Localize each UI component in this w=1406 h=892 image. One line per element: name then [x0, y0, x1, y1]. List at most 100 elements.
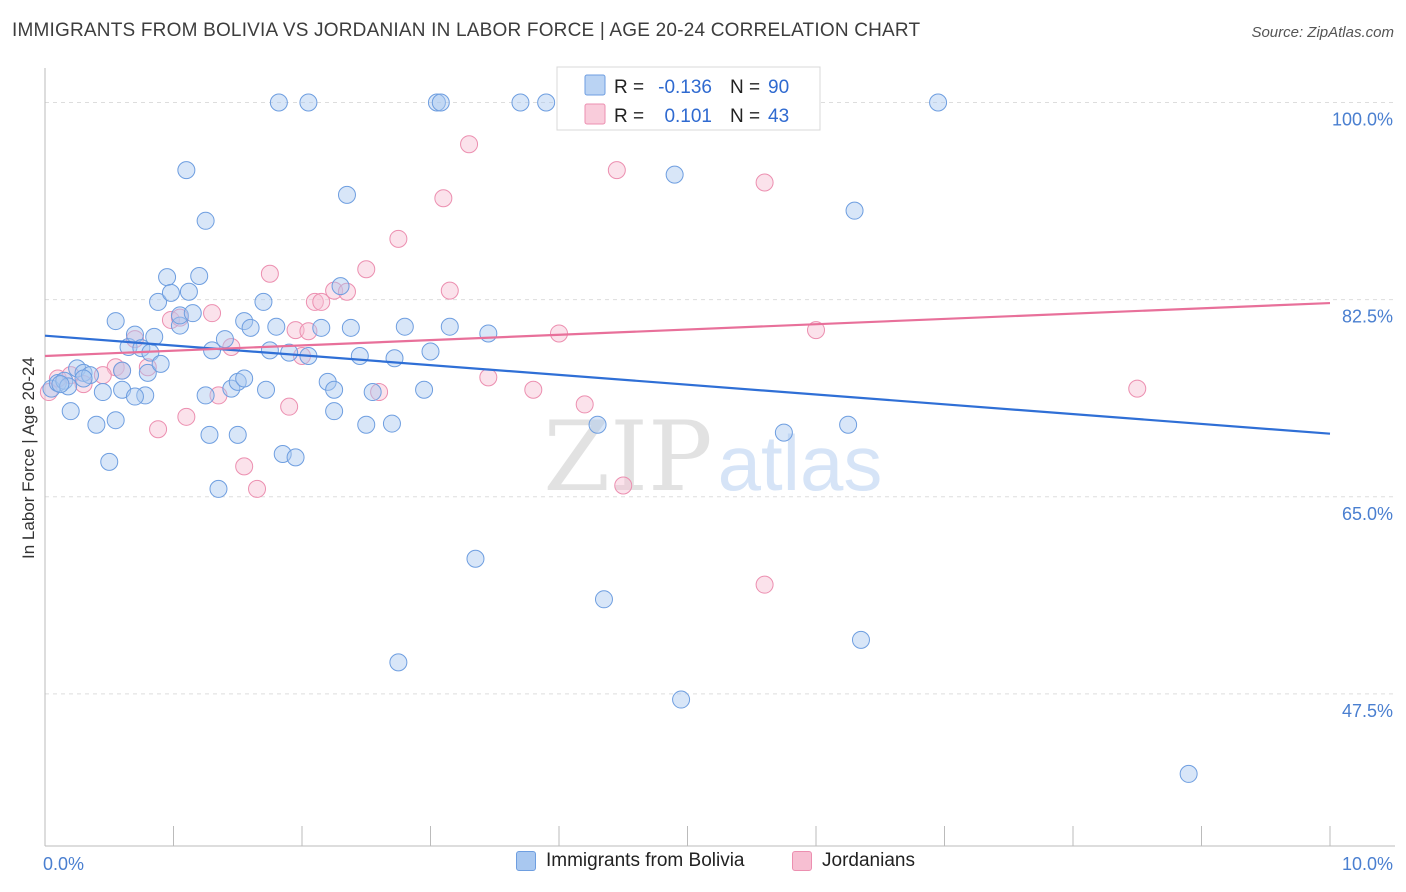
jordanian-point — [807, 321, 825, 340]
jordanian-point — [203, 304, 222, 323]
y-tick-labels: 100.0% 82.5% 65.0% 47.5% — [1332, 110, 1393, 721]
bolivia-point — [774, 423, 793, 442]
source-label: Source: ZipAtlas.com — [1251, 24, 1394, 41]
bolivia-point — [145, 327, 164, 346]
bolivia-point — [382, 414, 401, 433]
y-tick-label: 47.5% — [1342, 701, 1393, 721]
bolivia-point — [415, 380, 434, 399]
bolivia-point — [257, 380, 276, 399]
axes — [44, 68, 1395, 847]
bolivia-point — [588, 415, 607, 434]
bolivia-point — [325, 402, 344, 421]
x-tick-labels: 0.0% 10.0% — [43, 854, 1393, 874]
bolivia-point — [672, 690, 691, 709]
bolivia-trend-line — [44, 334, 1331, 435]
bolivia-point — [845, 201, 864, 220]
trend-lines — [44, 301, 1331, 435]
y-axis-label: In Labor Force | Age 20-24 — [19, 357, 38, 559]
bolivia-point — [466, 549, 485, 568]
legend-r-value: 0.101 — [664, 106, 712, 127]
legend-n-label: N = — [730, 106, 760, 127]
jordanian-point — [235, 457, 254, 476]
bolivia-point — [269, 93, 288, 112]
bolivia-point — [196, 211, 215, 230]
jordanian-point — [460, 135, 479, 154]
jordanian-point — [149, 420, 168, 439]
jordanian-point — [550, 324, 568, 343]
correlation-legend: R = -0.136 N = 90 R = 0.101 N = 43 — [556, 66, 821, 131]
jordanian-point — [479, 368, 498, 387]
legend-r-label: R = — [614, 77, 644, 98]
bolivia-point — [299, 93, 318, 112]
jordanian-point — [440, 281, 459, 300]
bottom-legend-label: Immigrants from Bolivia — [546, 850, 745, 871]
chart-title: IMMIGRANTS FROM BOLIVIA VS JORDANIAN IN … — [12, 20, 921, 41]
bolivia-point — [350, 346, 369, 365]
bolivia-point — [241, 318, 260, 337]
bolivia-point — [209, 479, 228, 498]
bolivia-point — [222, 379, 241, 398]
bolivia-point — [431, 93, 450, 112]
bolivia-point — [177, 161, 196, 180]
jordanian-point — [614, 476, 633, 495]
y-tick-label: 82.5% — [1342, 307, 1393, 327]
jordanian-point — [607, 161, 626, 180]
bolivia-point — [235, 369, 254, 388]
bolivia-point — [389, 653, 408, 672]
jordanians-swatch — [792, 851, 812, 871]
bolivia-point — [357, 415, 376, 434]
watermark-atlas: atlas — [718, 419, 883, 507]
bolivia-point — [138, 363, 157, 382]
jordanian-point — [177, 407, 196, 426]
watermark-zip: ZIP — [543, 401, 712, 513]
bolivia-point — [363, 383, 382, 402]
bolivia-swatch — [516, 851, 536, 871]
bolivia-point — [106, 411, 125, 430]
legend-swatch — [584, 74, 606, 96]
watermark: ZIP atlas — [543, 401, 882, 513]
bolivia-point — [479, 324, 498, 343]
bolivia-point — [427, 93, 446, 112]
jordanian-point — [312, 292, 331, 311]
bolivia-point — [851, 630, 870, 649]
bolivia-point — [665, 165, 684, 184]
bolivia-point — [385, 349, 404, 368]
jordanian-point — [248, 479, 267, 498]
legend-n-label: N = — [730, 77, 760, 98]
bolivia-point — [196, 386, 215, 405]
bottom-legend-item-jordanians: Jordanians — [792, 850, 915, 872]
jordanian-point — [325, 281, 344, 300]
bolivia-point — [151, 354, 170, 373]
bolivia-point — [74, 369, 93, 388]
jordanian-point — [370, 383, 389, 402]
bolivia-point — [341, 318, 360, 337]
x-tick-label: 0.0% — [43, 854, 84, 874]
jordanian-point — [286, 321, 305, 340]
bottom-legend: Immigrants from Bolivia Jordanians — [0, 850, 1406, 880]
legend-r-value: -0.136 — [658, 77, 712, 98]
bolivia-point — [331, 277, 350, 296]
legend-swatch — [584, 103, 606, 125]
bolivia-point — [161, 283, 180, 302]
bolivia-point — [183, 304, 202, 323]
bolivia-point — [395, 317, 414, 336]
bolivia-point — [337, 185, 356, 204]
grid-lines — [45, 102, 1395, 695]
bolivia-point — [312, 318, 331, 337]
bolivia-point — [228, 425, 247, 444]
bolivia-point — [594, 590, 613, 609]
bolivia-point — [106, 312, 125, 331]
bolivia-point — [254, 292, 273, 311]
jordanian-point — [305, 292, 324, 311]
bolivia-point — [200, 425, 219, 444]
bolivia-point — [179, 282, 198, 301]
bolivia-point — [260, 341, 279, 360]
bolivia-point — [100, 452, 119, 471]
bolivia-point — [190, 267, 209, 286]
bolivia-point — [125, 387, 144, 406]
y-tick-label: 100.0% — [1332, 110, 1393, 130]
jordanian-point — [755, 575, 774, 594]
bolivia-point — [267, 317, 286, 336]
jordanian-point — [260, 264, 279, 283]
